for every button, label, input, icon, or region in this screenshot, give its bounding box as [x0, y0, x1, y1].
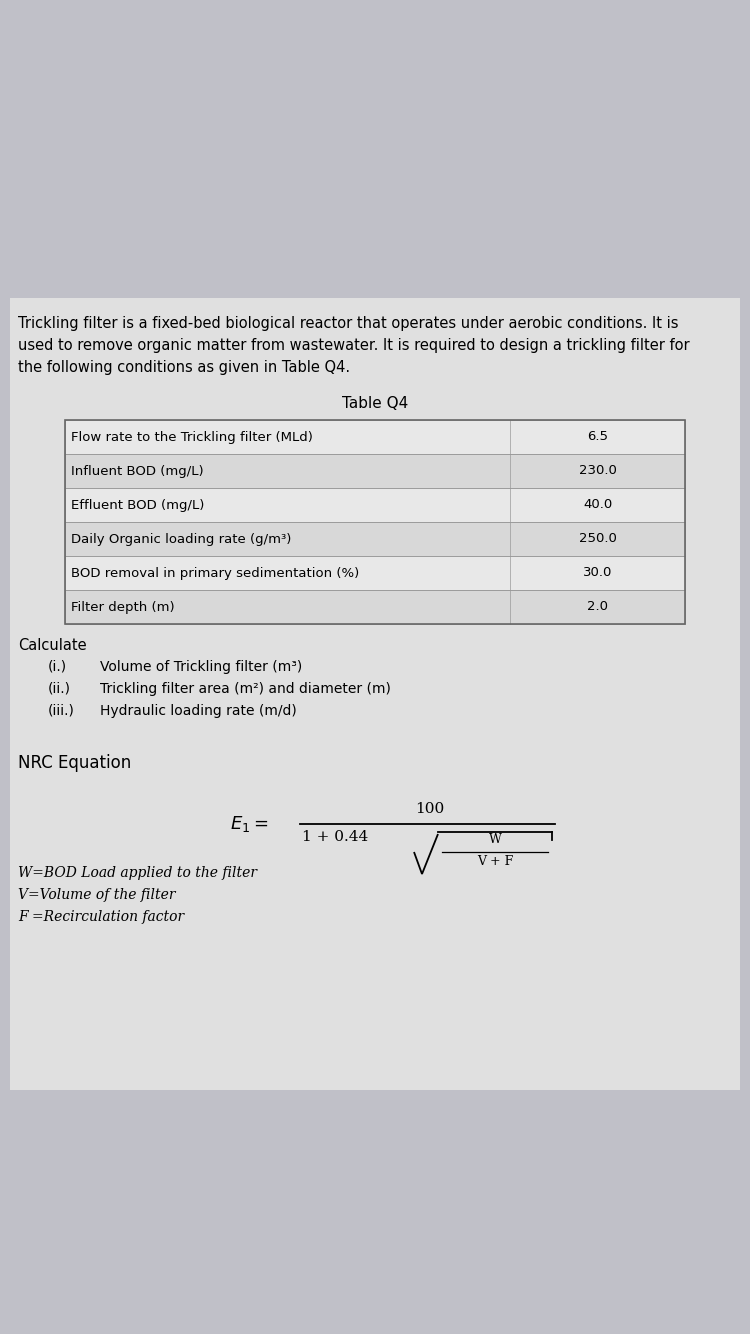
- Bar: [65, 488, 685, 522]
- Text: 250.0: 250.0: [578, 532, 616, 546]
- Text: Effluent BOD (mg/L): Effluent BOD (mg/L): [71, 499, 204, 511]
- Text: 1 + 0.44: 1 + 0.44: [302, 830, 368, 844]
- Text: 230.0: 230.0: [578, 464, 616, 478]
- Text: Table Q4: Table Q4: [342, 396, 408, 411]
- Bar: [65, 420, 685, 454]
- Bar: [10, 297, 740, 1090]
- Text: Daily Organic loading rate (g/m³): Daily Organic loading rate (g/m³): [71, 532, 291, 546]
- Bar: [65, 556, 685, 590]
- Text: Trickling filter area (m²) and diameter (m): Trickling filter area (m²) and diameter …: [100, 682, 391, 696]
- Text: W: W: [488, 832, 502, 846]
- Text: BOD removal in primary sedimentation (%): BOD removal in primary sedimentation (%): [71, 567, 359, 579]
- Text: F =Recirculation factor: F =Recirculation factor: [18, 910, 184, 924]
- Bar: [65, 590, 685, 624]
- Text: 2.0: 2.0: [587, 600, 608, 614]
- Text: 6.5: 6.5: [587, 431, 608, 443]
- Text: 100: 100: [416, 802, 445, 816]
- Text: (i.): (i.): [48, 660, 68, 674]
- Text: V=Volume of the filter: V=Volume of the filter: [18, 888, 176, 902]
- Text: (iii.): (iii.): [48, 704, 75, 718]
- Text: $E_1 =$: $E_1 =$: [230, 814, 268, 834]
- Text: Flow rate to the Trickling filter (MLd): Flow rate to the Trickling filter (MLd): [71, 431, 313, 443]
- Text: W=BOD Load applied to the filter: W=BOD Load applied to the filter: [18, 866, 257, 880]
- Text: Calculate: Calculate: [18, 638, 86, 654]
- Text: Influent BOD (mg/L): Influent BOD (mg/L): [71, 464, 203, 478]
- Text: the following conditions as given in Table Q4.: the following conditions as given in Tab…: [18, 360, 350, 375]
- Text: Trickling filter is a fixed-bed biological reactor that operates under aerobic c: Trickling filter is a fixed-bed biologic…: [18, 316, 679, 331]
- Text: V + F: V + F: [477, 855, 513, 868]
- Text: NRC Equation: NRC Equation: [18, 754, 131, 772]
- Text: (ii.): (ii.): [48, 682, 71, 696]
- Bar: [65, 454, 685, 488]
- Text: 40.0: 40.0: [583, 499, 612, 511]
- Text: used to remove organic matter from wastewater. It is required to design a trickl: used to remove organic matter from waste…: [18, 338, 690, 354]
- Text: Volume of Trickling filter (m³): Volume of Trickling filter (m³): [100, 660, 302, 674]
- Text: Filter depth (m): Filter depth (m): [71, 600, 175, 614]
- Text: 30.0: 30.0: [583, 567, 612, 579]
- Bar: [65, 522, 685, 556]
- Bar: [65, 420, 685, 624]
- Text: Hydraulic loading rate (m/d): Hydraulic loading rate (m/d): [100, 704, 297, 718]
